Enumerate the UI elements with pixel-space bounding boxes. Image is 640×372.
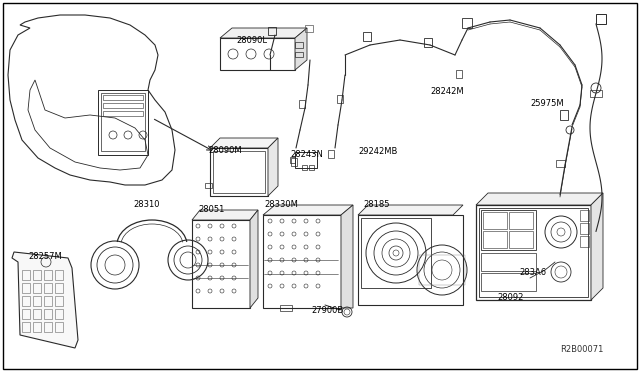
Bar <box>55 322 63 332</box>
Bar <box>456 70 462 78</box>
Polygon shape <box>295 28 307 70</box>
Bar <box>328 150 334 158</box>
Polygon shape <box>263 205 353 215</box>
Text: 28051: 28051 <box>198 205 225 214</box>
Bar <box>220 38 295 70</box>
Text: 28330M: 28330M <box>264 200 298 209</box>
Polygon shape <box>210 138 278 148</box>
Bar <box>205 183 212 188</box>
Bar <box>22 309 30 319</box>
Bar <box>580 236 589 247</box>
Bar <box>33 270 41 280</box>
Text: 28185: 28185 <box>363 200 390 209</box>
Polygon shape <box>591 193 603 300</box>
Text: 28310: 28310 <box>133 200 159 209</box>
Bar <box>295 52 303 57</box>
Bar <box>424 38 432 47</box>
Bar <box>305 25 313 32</box>
Polygon shape <box>268 138 278 196</box>
Bar <box>481 253 536 271</box>
Bar <box>290 157 295 163</box>
Bar <box>462 18 472 28</box>
Bar <box>556 160 565 167</box>
Bar <box>337 95 343 103</box>
Text: 283A6: 283A6 <box>519 268 546 277</box>
Text: 29242MB: 29242MB <box>358 147 397 156</box>
Bar <box>476 205 591 300</box>
Bar <box>580 223 589 234</box>
Bar <box>210 148 268 196</box>
Bar <box>481 273 536 291</box>
Polygon shape <box>250 210 258 308</box>
Bar <box>103 95 143 100</box>
Bar <box>55 309 63 319</box>
Bar <box>263 215 341 308</box>
Bar <box>509 212 533 229</box>
Text: 28090M: 28090M <box>208 146 242 155</box>
Bar <box>590 90 602 97</box>
Polygon shape <box>12 252 78 348</box>
Bar <box>55 296 63 306</box>
Bar <box>483 231 507 248</box>
Text: 27900B: 27900B <box>311 306 343 315</box>
Bar <box>22 322 30 332</box>
Bar <box>591 223 600 234</box>
Text: 25975M: 25975M <box>530 99 564 108</box>
Bar <box>280 305 292 311</box>
Bar <box>33 322 41 332</box>
Bar <box>44 283 52 293</box>
Bar <box>358 215 463 305</box>
Bar <box>33 283 41 293</box>
Bar <box>192 220 250 308</box>
Bar <box>591 210 600 221</box>
Bar <box>309 165 314 170</box>
Text: 28090L: 28090L <box>236 36 267 45</box>
Bar <box>22 296 30 306</box>
Bar <box>44 309 52 319</box>
Bar <box>580 210 589 221</box>
Text: 28243N: 28243N <box>290 150 323 159</box>
Bar <box>483 212 507 229</box>
Bar <box>481 210 536 250</box>
Bar <box>22 270 30 280</box>
Bar <box>596 14 606 24</box>
Bar <box>560 110 568 120</box>
Polygon shape <box>220 28 307 38</box>
Bar <box>44 322 52 332</box>
Bar <box>213 151 265 193</box>
Bar <box>479 208 588 297</box>
Text: R2B00071: R2B00071 <box>560 345 604 354</box>
Bar <box>361 218 431 288</box>
Bar <box>302 165 307 170</box>
Polygon shape <box>358 205 463 215</box>
Bar <box>268 27 276 35</box>
Bar <box>299 100 305 108</box>
Bar <box>22 283 30 293</box>
Polygon shape <box>192 210 258 220</box>
Bar <box>44 270 52 280</box>
Bar <box>55 283 63 293</box>
Bar <box>101 93 145 151</box>
Bar <box>33 296 41 306</box>
Bar <box>98 90 148 155</box>
Bar <box>295 42 303 48</box>
Bar <box>363 32 371 41</box>
Text: 28092: 28092 <box>497 293 524 302</box>
Bar <box>55 270 63 280</box>
Bar <box>591 236 600 247</box>
Polygon shape <box>476 193 603 205</box>
Text: 28242M: 28242M <box>430 87 463 96</box>
Bar <box>291 158 297 166</box>
Bar <box>44 296 52 306</box>
Bar <box>295 152 317 168</box>
Bar <box>509 231 533 248</box>
Bar <box>33 309 41 319</box>
Bar <box>103 111 143 116</box>
Text: 28257M: 28257M <box>28 252 61 261</box>
Bar <box>103 103 143 108</box>
Bar <box>419 255 465 285</box>
Polygon shape <box>341 205 353 308</box>
